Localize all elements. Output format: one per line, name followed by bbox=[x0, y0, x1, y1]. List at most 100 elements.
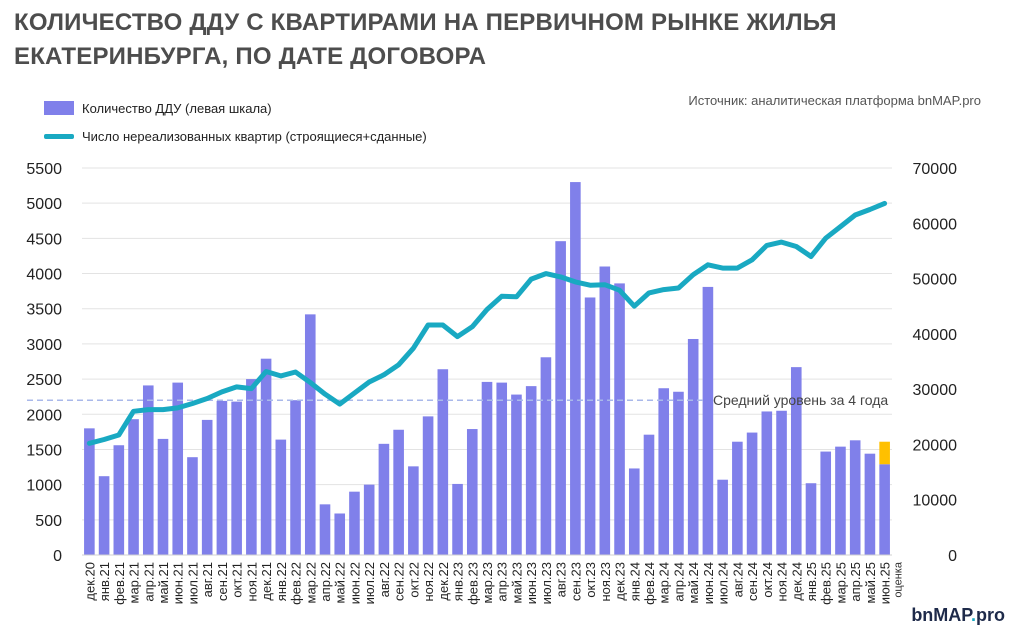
y-right-tick-label: 50000 bbox=[913, 272, 958, 289]
x-tick-label: апр.22 bbox=[318, 562, 333, 602]
x-tick-label: янв.21 bbox=[97, 562, 112, 601]
y-left-tick-label: 0 bbox=[53, 548, 62, 565]
bar bbox=[142, 385, 154, 555]
bar bbox=[393, 429, 404, 555]
x-tick-label: окт.24 bbox=[760, 562, 775, 598]
bar bbox=[805, 483, 817, 555]
x-tick-label: мар.23 bbox=[480, 562, 495, 603]
bnmap-logo: bnMAP.pro bbox=[911, 605, 1005, 625]
x-tick-label: июл.22 bbox=[362, 562, 377, 604]
bar bbox=[820, 451, 832, 555]
bar bbox=[776, 410, 787, 555]
bar bbox=[466, 429, 478, 555]
bar bbox=[231, 401, 242, 555]
bar bbox=[349, 491, 360, 555]
y-left-tick-label: 500 bbox=[35, 513, 62, 530]
bar bbox=[628, 468, 640, 555]
bar bbox=[481, 381, 493, 555]
bar-estimate bbox=[879, 441, 890, 465]
chart-title: КОЛИЧЕСТВО ДДУ С КВАРТИРАМИ НА ПЕРВИЧНОМ… bbox=[14, 9, 837, 70]
bar bbox=[408, 466, 419, 555]
bar bbox=[790, 367, 802, 555]
x-tick-label: окт.21 bbox=[230, 562, 245, 598]
bar bbox=[555, 241, 566, 556]
y-right-tick-label: 0 bbox=[948, 548, 957, 565]
bar bbox=[290, 400, 301, 555]
x-tick-label: фев.22 bbox=[289, 562, 304, 605]
x-tick-label: дек.21 bbox=[259, 562, 274, 601]
x-tick-label: окт.23 bbox=[583, 562, 598, 598]
bar bbox=[570, 182, 581, 555]
bar bbox=[658, 388, 670, 555]
bar bbox=[437, 369, 449, 555]
bar bbox=[496, 382, 508, 555]
x-tick-label: янв.25 bbox=[804, 562, 819, 601]
bar bbox=[673, 391, 684, 555]
x-tick-label: сен.24 bbox=[745, 562, 760, 601]
legend-label-bars: Количество ДДУ (левая шкала) bbox=[82, 100, 272, 116]
bar bbox=[157, 438, 169, 555]
legend: Количество ДДУ (левая шкала) Число нереа… bbox=[44, 98, 427, 154]
x-tick-label: апр.21 bbox=[141, 562, 156, 602]
bar bbox=[511, 394, 522, 555]
bar bbox=[319, 504, 331, 555]
bar bbox=[187, 457, 198, 555]
bar bbox=[614, 283, 625, 555]
bar bbox=[540, 357, 552, 555]
x-tick-label: фев.24 bbox=[642, 562, 657, 605]
bar bbox=[275, 439, 287, 555]
x-tick-label: авг.24 bbox=[730, 562, 745, 597]
bar bbox=[98, 476, 110, 555]
y-right-tick-label: 60000 bbox=[913, 216, 958, 233]
y-left-tick-label: 2500 bbox=[26, 372, 62, 389]
x-tick-label: мар.21 bbox=[127, 562, 142, 603]
legend-item-line: Число нереализованных квартир (строящиес… bbox=[44, 126, 427, 146]
x-tick-label: май.23 bbox=[509, 562, 524, 604]
y-left-tick-label: 2000 bbox=[26, 407, 62, 424]
x-tick-label: июн.24 bbox=[701, 562, 716, 604]
x-tick-label: апр.23 bbox=[495, 562, 510, 602]
bar bbox=[849, 440, 861, 555]
y-left-tick-label: 5500 bbox=[26, 161, 62, 178]
legend-label-line: Число нереализованных квартир (строящиес… bbox=[82, 128, 427, 144]
x-tick-label: дек.22 bbox=[436, 562, 451, 601]
bar bbox=[732, 441, 743, 555]
average-line-label: Средний уровень за 4 года bbox=[713, 392, 888, 408]
y-left-tick-label: 3000 bbox=[26, 337, 62, 354]
x-tick-note: оценка bbox=[893, 561, 905, 598]
bar bbox=[525, 386, 537, 555]
x-tick-label: мар.22 bbox=[303, 562, 318, 603]
x-tick-label: сен.21 bbox=[215, 562, 230, 601]
x-tick-label: ноя.23 bbox=[598, 562, 613, 602]
x-tick-label: июл.23 bbox=[539, 562, 554, 604]
bar bbox=[304, 314, 316, 555]
y-left-tick-label: 5000 bbox=[26, 196, 62, 213]
x-tick-label: янв.23 bbox=[451, 562, 466, 601]
x-tick-label: окт.22 bbox=[406, 562, 421, 598]
x-tick-label: янв.24 bbox=[627, 562, 642, 601]
x-tick-label: май.22 bbox=[333, 562, 348, 604]
legend-bar-swatch bbox=[44, 101, 74, 115]
x-tick-label: май.24 bbox=[686, 562, 701, 604]
bar bbox=[84, 428, 95, 555]
bar bbox=[246, 379, 257, 555]
bar bbox=[334, 513, 346, 555]
bar bbox=[172, 382, 184, 555]
x-tick-label: июн.25 bbox=[878, 562, 893, 604]
bar bbox=[363, 484, 375, 555]
x-tick-label: дек.24 bbox=[789, 562, 804, 601]
bar bbox=[422, 416, 434, 555]
source-note: Источник: аналитическая платформа bnMAP.… bbox=[688, 93, 981, 108]
bar bbox=[216, 400, 228, 555]
y-right-tick-label: 40000 bbox=[913, 327, 958, 344]
x-tick-label: апр.24 bbox=[671, 562, 686, 602]
x-tick-label: фев.23 bbox=[465, 562, 480, 605]
x-tick-label: ноя.24 bbox=[775, 562, 790, 602]
bar bbox=[584, 297, 596, 555]
x-tick-label: июн.21 bbox=[171, 562, 186, 604]
y-left-tick-label: 1000 bbox=[26, 478, 62, 495]
bar bbox=[687, 338, 699, 555]
x-tick-label: авг.21 bbox=[200, 562, 215, 597]
bar bbox=[879, 464, 890, 555]
